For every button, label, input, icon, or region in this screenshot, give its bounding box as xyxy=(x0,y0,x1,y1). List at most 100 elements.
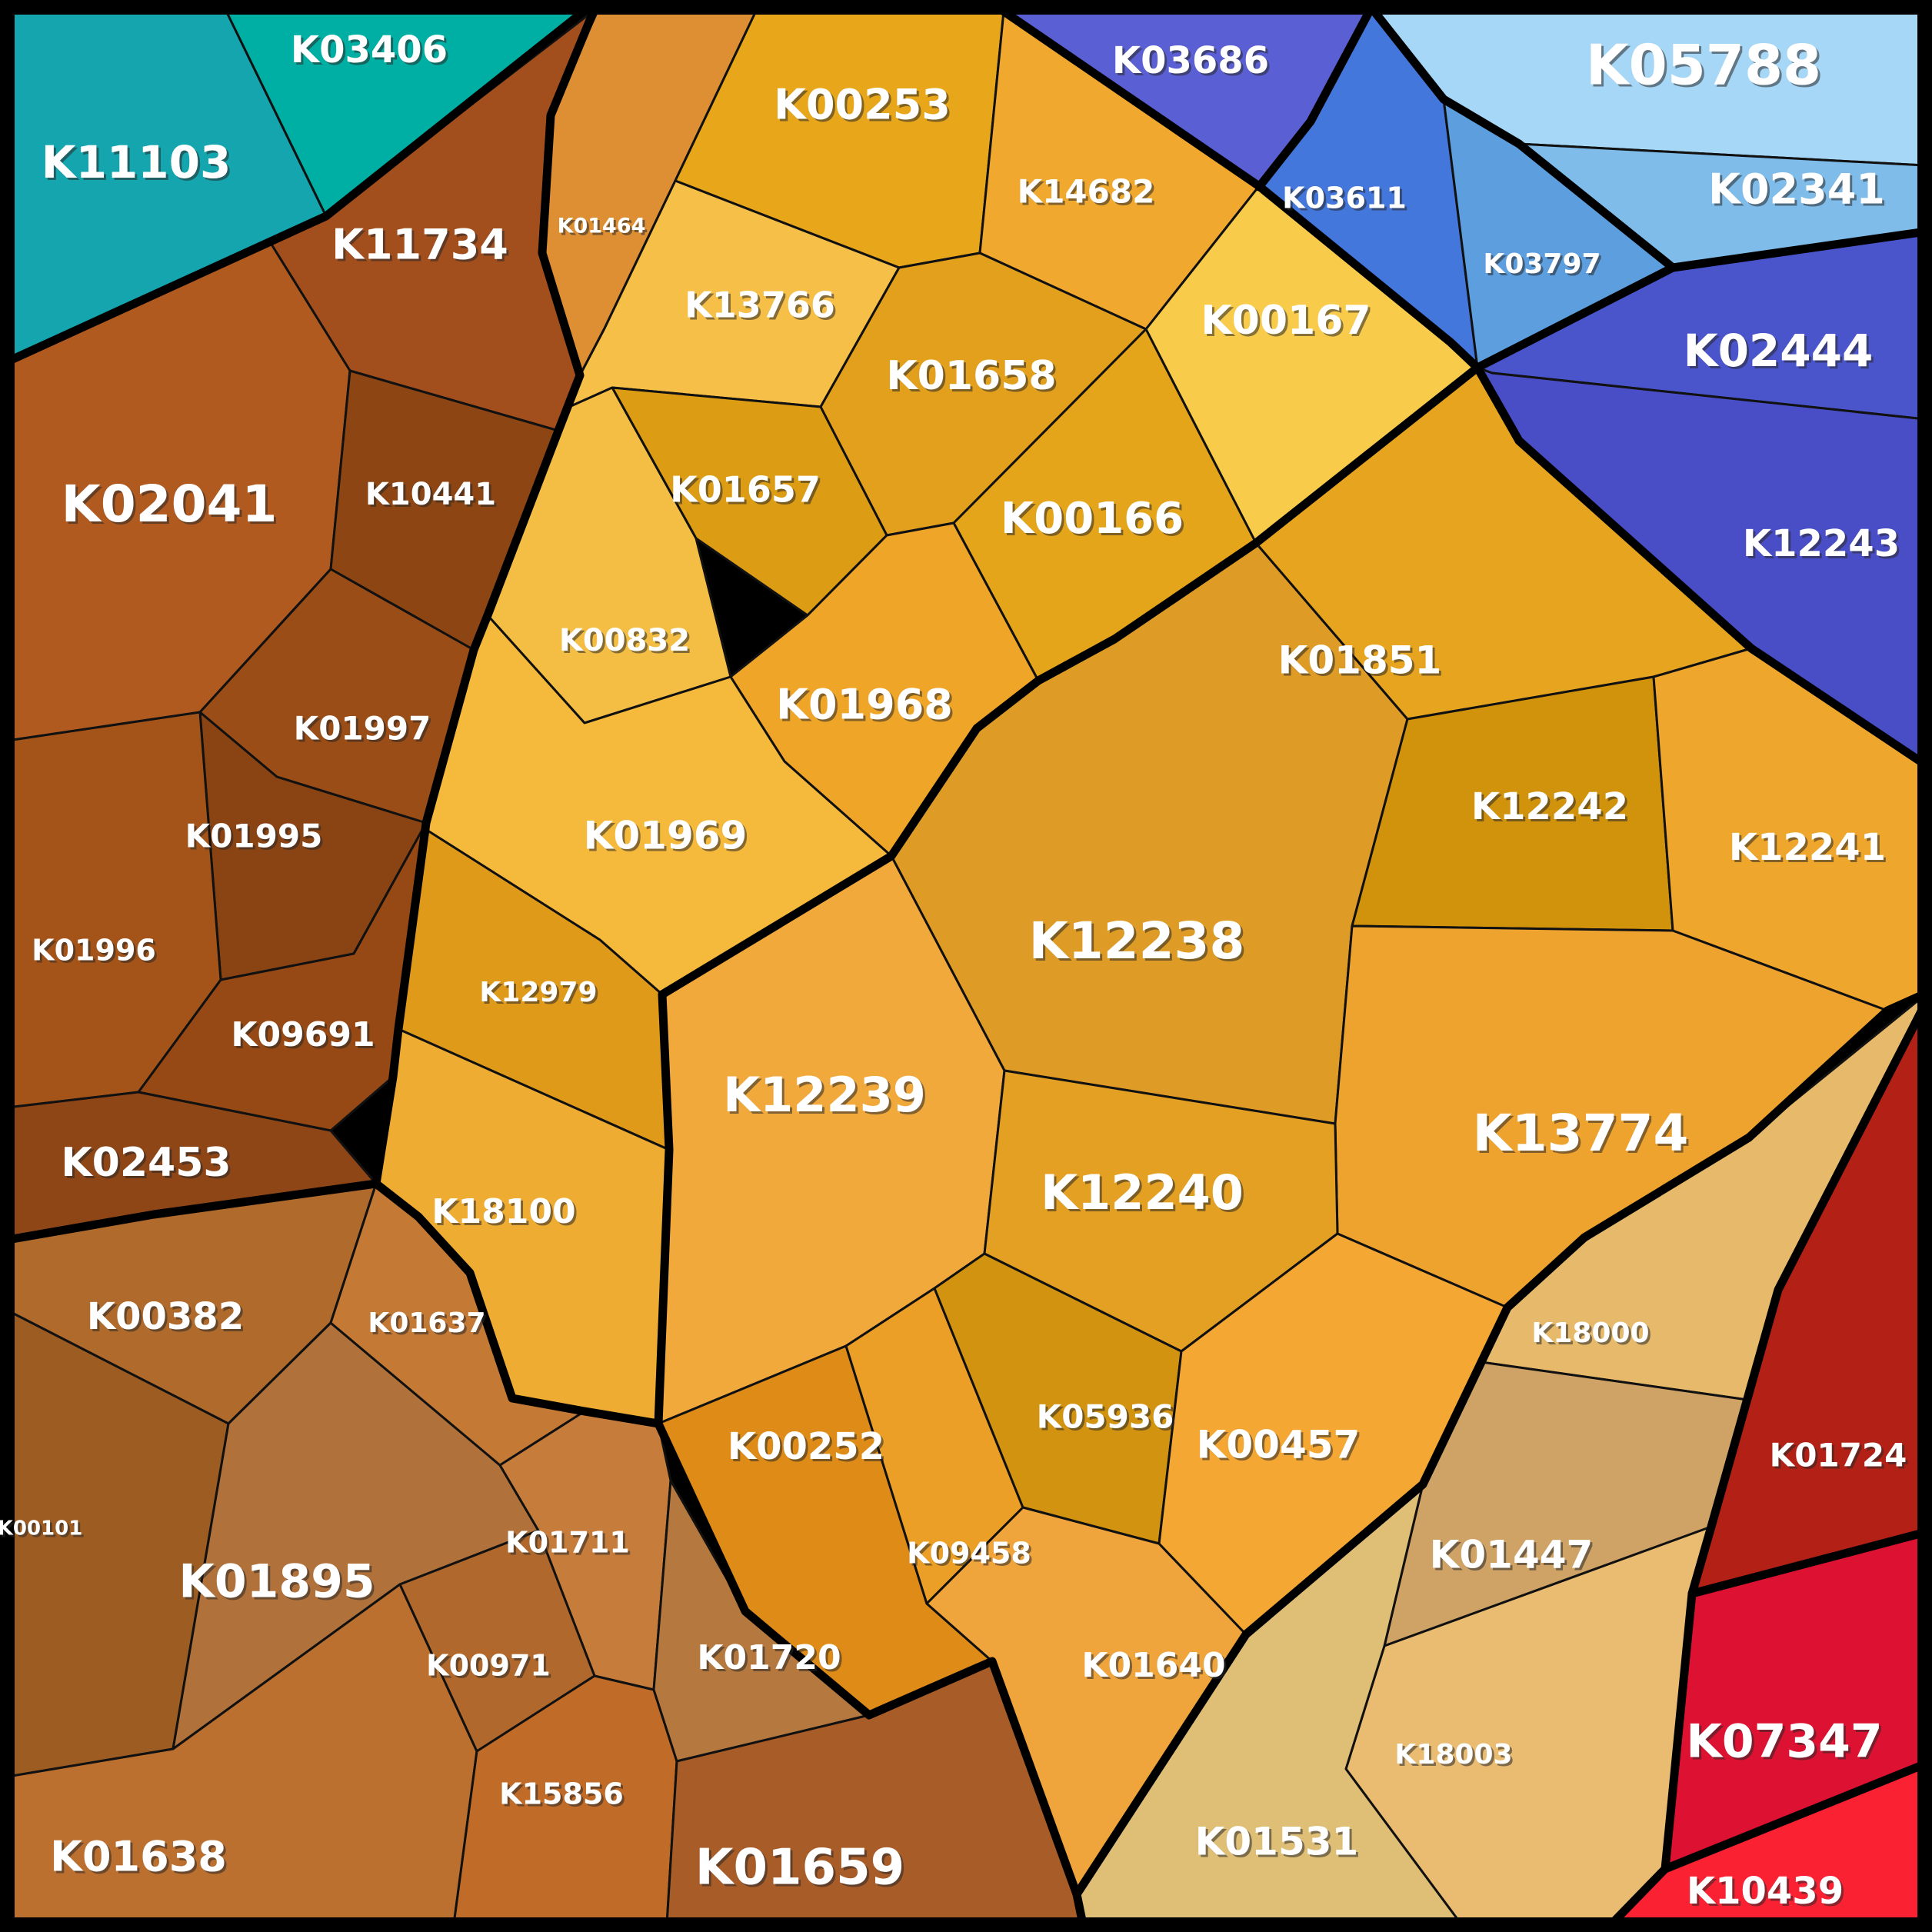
cell-label-K05936: K05936 xyxy=(1037,1398,1174,1436)
cell-label-shadow-K18100: K18100 xyxy=(434,1194,578,1234)
cell-label-K12242: K12242 xyxy=(1471,785,1628,828)
cell-label-K12239: K12239 xyxy=(723,1067,926,1123)
group-boundary-line xyxy=(1661,1757,1932,1874)
cell-label-K01997: K01997 xyxy=(294,710,431,748)
cell-label-shadow-K09458: K09458 xyxy=(909,1539,1034,1573)
cell-label-shadow-K05788: K05788 xyxy=(1588,35,1824,100)
cell-label-shadow-K01657: K01657 xyxy=(672,471,823,513)
cell-label-K09691: K09691 xyxy=(231,1015,375,1054)
cell-label-shadow-K01531: K01531 xyxy=(1198,1822,1361,1867)
cell-label-K01658: K01658 xyxy=(886,353,1056,399)
cell-label-shadow-K15856: K15856 xyxy=(501,1780,626,1814)
cell-label-shadow-K12243: K12243 xyxy=(1745,525,1902,568)
cell-label-shadow-K12238: K12238 xyxy=(1031,914,1247,973)
cell-label-K12243: K12243 xyxy=(1743,522,1900,565)
group-boundary-line xyxy=(3,6,598,1244)
cell-label-shadow-K00457: K00457 xyxy=(1199,1425,1363,1470)
cell-label-K03406: K03406 xyxy=(291,28,448,72)
cell-label-K01447: K01447 xyxy=(1430,1533,1594,1577)
cell-label-K02444: K02444 xyxy=(1684,325,1874,377)
group-boundary-line xyxy=(1514,139,1677,272)
cell-label-shadow-K01637: K01637 xyxy=(370,1310,488,1341)
cell-label-K01657: K01657 xyxy=(670,469,821,511)
cell-label-shadow-K00832: K00832 xyxy=(561,625,692,661)
cell-label-shadow-K01724: K01724 xyxy=(1772,1439,1910,1477)
cell-label-K01724: K01724 xyxy=(1770,1437,1907,1474)
group-boundary-line xyxy=(1607,986,1932,1929)
cell-label-shadow-K01640: K01640 xyxy=(1084,1648,1227,1687)
cell-label-K01711: K01711 xyxy=(505,1526,630,1560)
cell-label-K18100: K18100 xyxy=(431,1192,575,1231)
cell-label-K02341: K02341 xyxy=(1708,165,1885,214)
cell-label-shadow-K00382: K00382 xyxy=(89,1297,246,1341)
group-boundary-line xyxy=(1367,3,1524,148)
cell-label-K01851: K01851 xyxy=(1278,638,1442,683)
cell-label-shadow-K01969: K01969 xyxy=(586,816,750,861)
group-boundary-line xyxy=(371,1179,663,1428)
cell-label-K00382: K00382 xyxy=(87,1295,244,1338)
cell-label-shadow-K11103: K11103 xyxy=(44,138,234,191)
cell-label-K00252: K00252 xyxy=(728,1425,884,1468)
cell-label-shadow-K01995: K01995 xyxy=(188,820,325,858)
cell-label-K11103: K11103 xyxy=(42,136,232,188)
cell-label-K00832: K00832 xyxy=(559,623,690,658)
cell-label-shadow-K00167: K00167 xyxy=(1203,300,1373,346)
cell-label-K12240: K12240 xyxy=(1041,1164,1244,1221)
cell-label-K11734: K11734 xyxy=(331,221,508,269)
cell-label-K01995: K01995 xyxy=(185,818,323,855)
cell-label-shadow-K01711: K01711 xyxy=(508,1528,632,1562)
cell-label-shadow-K02341: K02341 xyxy=(1710,168,1887,216)
cell-label-shadow-K03611: K03611 xyxy=(1284,184,1409,218)
cell-label-K01464: K01464 xyxy=(558,215,646,238)
cell-label-shadow-K01996: K01996 xyxy=(34,936,158,970)
cell-label-shadow-K18003: K18003 xyxy=(1397,1741,1514,1773)
cell-label-shadow-K02453: K02453 xyxy=(63,1142,233,1188)
cell-label-K10441: K10441 xyxy=(365,477,496,512)
cell-label-K02453: K02453 xyxy=(61,1140,231,1186)
cell-label-shadow-K01659: K01659 xyxy=(698,1842,907,1899)
cell-label-shadow-K00253: K00253 xyxy=(776,83,953,132)
cell-label-K01968: K01968 xyxy=(776,681,953,729)
cell-label-K00167: K00167 xyxy=(1201,298,1371,344)
cell-label-K00253: K00253 xyxy=(774,81,951,129)
cell-label-shadow-K13774: K13774 xyxy=(1475,1106,1691,1165)
cell-label-shadow-K18000: K18000 xyxy=(1534,1320,1651,1351)
cell-label-shadow-K12239: K12239 xyxy=(725,1069,928,1125)
cell-label-shadow-K00166: K00166 xyxy=(1003,496,1186,546)
cell-label-shadow-K03797: K03797 xyxy=(1485,251,1603,282)
cell-label-K13774: K13774 xyxy=(1473,1104,1689,1163)
cell-label-shadow-K12979: K12979 xyxy=(481,979,599,1011)
cell-label-K18003: K18003 xyxy=(1394,1739,1512,1770)
cell-label-K00971: K00971 xyxy=(426,1649,551,1683)
cell-label-K01996: K01996 xyxy=(32,934,156,968)
cell-label-shadow-K13766: K13766 xyxy=(687,287,838,328)
cell-label-K12241: K12241 xyxy=(1729,826,1886,869)
cell-label-K12979: K12979 xyxy=(479,977,597,1008)
cell-label-shadow-K14682: K14682 xyxy=(1020,175,1158,213)
cell-label-K03686: K03686 xyxy=(1112,39,1269,82)
cell-label-K15856: K15856 xyxy=(499,1777,624,1811)
cell-label-shadow-K01658: K01658 xyxy=(888,355,1058,401)
cell-label-K00101: K00101 xyxy=(0,1517,82,1541)
cell-label-shadow-K10439: K10439 xyxy=(1689,1872,1846,1915)
cell-label-K01895: K01895 xyxy=(178,1555,375,1609)
group-boundary-line xyxy=(1668,226,1932,272)
cell-label-K03611: K03611 xyxy=(1282,182,1407,215)
group-boundary-line xyxy=(1473,263,1677,372)
cell-label-shadow-K01720: K01720 xyxy=(699,1641,843,1680)
cell-label-K01969: K01969 xyxy=(584,814,748,858)
cell-label-shadow-K00252: K00252 xyxy=(730,1427,887,1471)
cell-label-K14682: K14682 xyxy=(1018,173,1155,211)
cell-label-shadow-K00101: K00101 xyxy=(0,1520,85,1543)
cell-label-shadow-K09691: K09691 xyxy=(233,1018,377,1057)
group-boundary-line xyxy=(1254,3,1376,192)
group-boundary-line xyxy=(1687,1526,1932,1598)
cell-label-shadow-K12242: K12242 xyxy=(1474,788,1631,831)
cell-label-shadow-K01638: K01638 xyxy=(52,1835,229,1884)
cell-label-K01640: K01640 xyxy=(1081,1646,1225,1685)
cell-label-K05788: K05788 xyxy=(1586,33,1821,98)
cell-label-shadow-K01895: K01895 xyxy=(181,1557,377,1611)
cell-label-shadow-K10441: K10441 xyxy=(368,479,498,515)
